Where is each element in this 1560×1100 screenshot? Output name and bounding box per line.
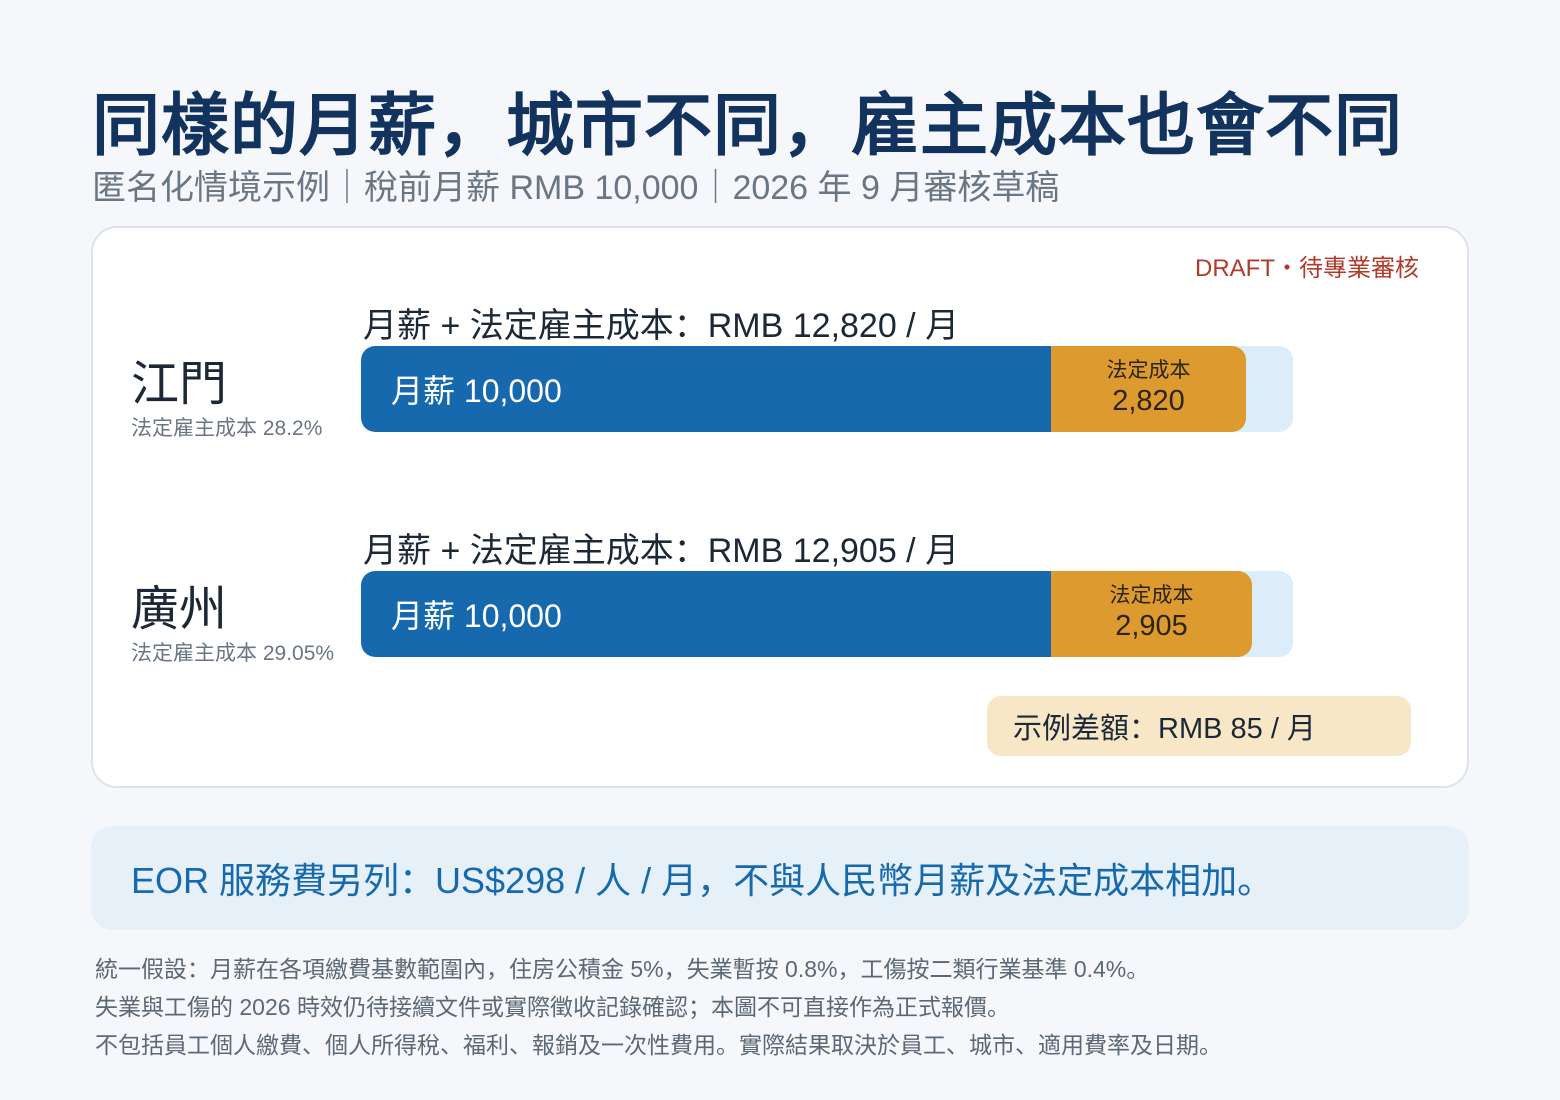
salary-bar-label: 月薪 10,000: [391, 598, 562, 634]
city-name: 廣州: [131, 583, 228, 636]
eor-fee-note: EOR 服務費另列：US$298 / 人 / 月，不與人民幣月薪及法定成本相加。: [91, 826, 1469, 930]
bar-track: 月薪 10,000 法定成本 2,905: [361, 571, 1293, 657]
statutory-bar: 法定成本 2,905: [1051, 571, 1252, 657]
statutory-percent-label: 法定雇主成本 28.2%: [131, 417, 323, 440]
total-label: 月薪 + 法定雇主成本：RMB 12,905 / 月: [363, 532, 960, 570]
page-subtitle: 匿名化情境示例｜稅前月薪 RMB 10,000｜2026 年 9 月審核草稿: [92, 169, 1060, 207]
footnote-line: 失業與工傷的 2026 時效仍待接續文件或實際徵收記錄確認；本圖不可直接作為正式…: [95, 994, 1010, 1020]
city-name: 江門: [131, 358, 228, 411]
draft-badge: DRAFT・待專業審核: [1195, 255, 1419, 282]
salary-bar-label: 月薪 10,000: [391, 373, 562, 409]
statutory-bar-caption: 法定成本: [1109, 583, 1194, 607]
statutory-bar-caption: 法定成本: [1106, 358, 1191, 382]
difference-badge: 示例差額：RMB 85 / 月: [987, 696, 1411, 756]
total-label: 月薪 + 法定雇主成本：RMB 12,820 / 月: [363, 307, 960, 345]
footnote-line: 不包括員工個人繳費、個人所得稅、福利、報銷及一次性費用。實際結果取決於員工、城市…: [95, 1032, 1222, 1058]
statutory-bar-value: 2,820: [1112, 384, 1185, 417]
bar-track: 月薪 10,000 法定成本 2,820: [361, 346, 1293, 432]
chart-row-guangzhou: 月薪 + 法定雇主成本：RMB 12,905 / 月 廣州 法定雇主成本 29.…: [93, 523, 1467, 723]
page-title: 同樣的月薪，城市不同，雇主成本也會不同: [92, 88, 1404, 164]
statutory-bar: 法定成本 2,820: [1051, 346, 1246, 432]
footnote-line: 統一假設：月薪在各項繳費基數範圍內，住房公積金 5%，失業暫按 0.8%，工傷按…: [95, 956, 1150, 982]
salary-bar: 月薪 10,000: [361, 571, 1051, 657]
footnotes: 統一假設：月薪在各項繳費基數範圍內，住房公積金 5%，失業暫按 0.8%，工傷按…: [95, 950, 1222, 1064]
chart-row-jiangmen: 月薪 + 法定雇主成本：RMB 12,820 / 月 江門 法定雇主成本 28.…: [93, 298, 1467, 498]
statutory-bar-value: 2,905: [1115, 609, 1188, 642]
salary-bar: 月薪 10,000: [361, 346, 1051, 432]
statutory-percent-label: 法定雇主成本 29.05%: [131, 642, 335, 665]
chart-card: DRAFT・待專業審核 月薪 + 法定雇主成本：RMB 12,820 / 月 江…: [91, 226, 1469, 788]
